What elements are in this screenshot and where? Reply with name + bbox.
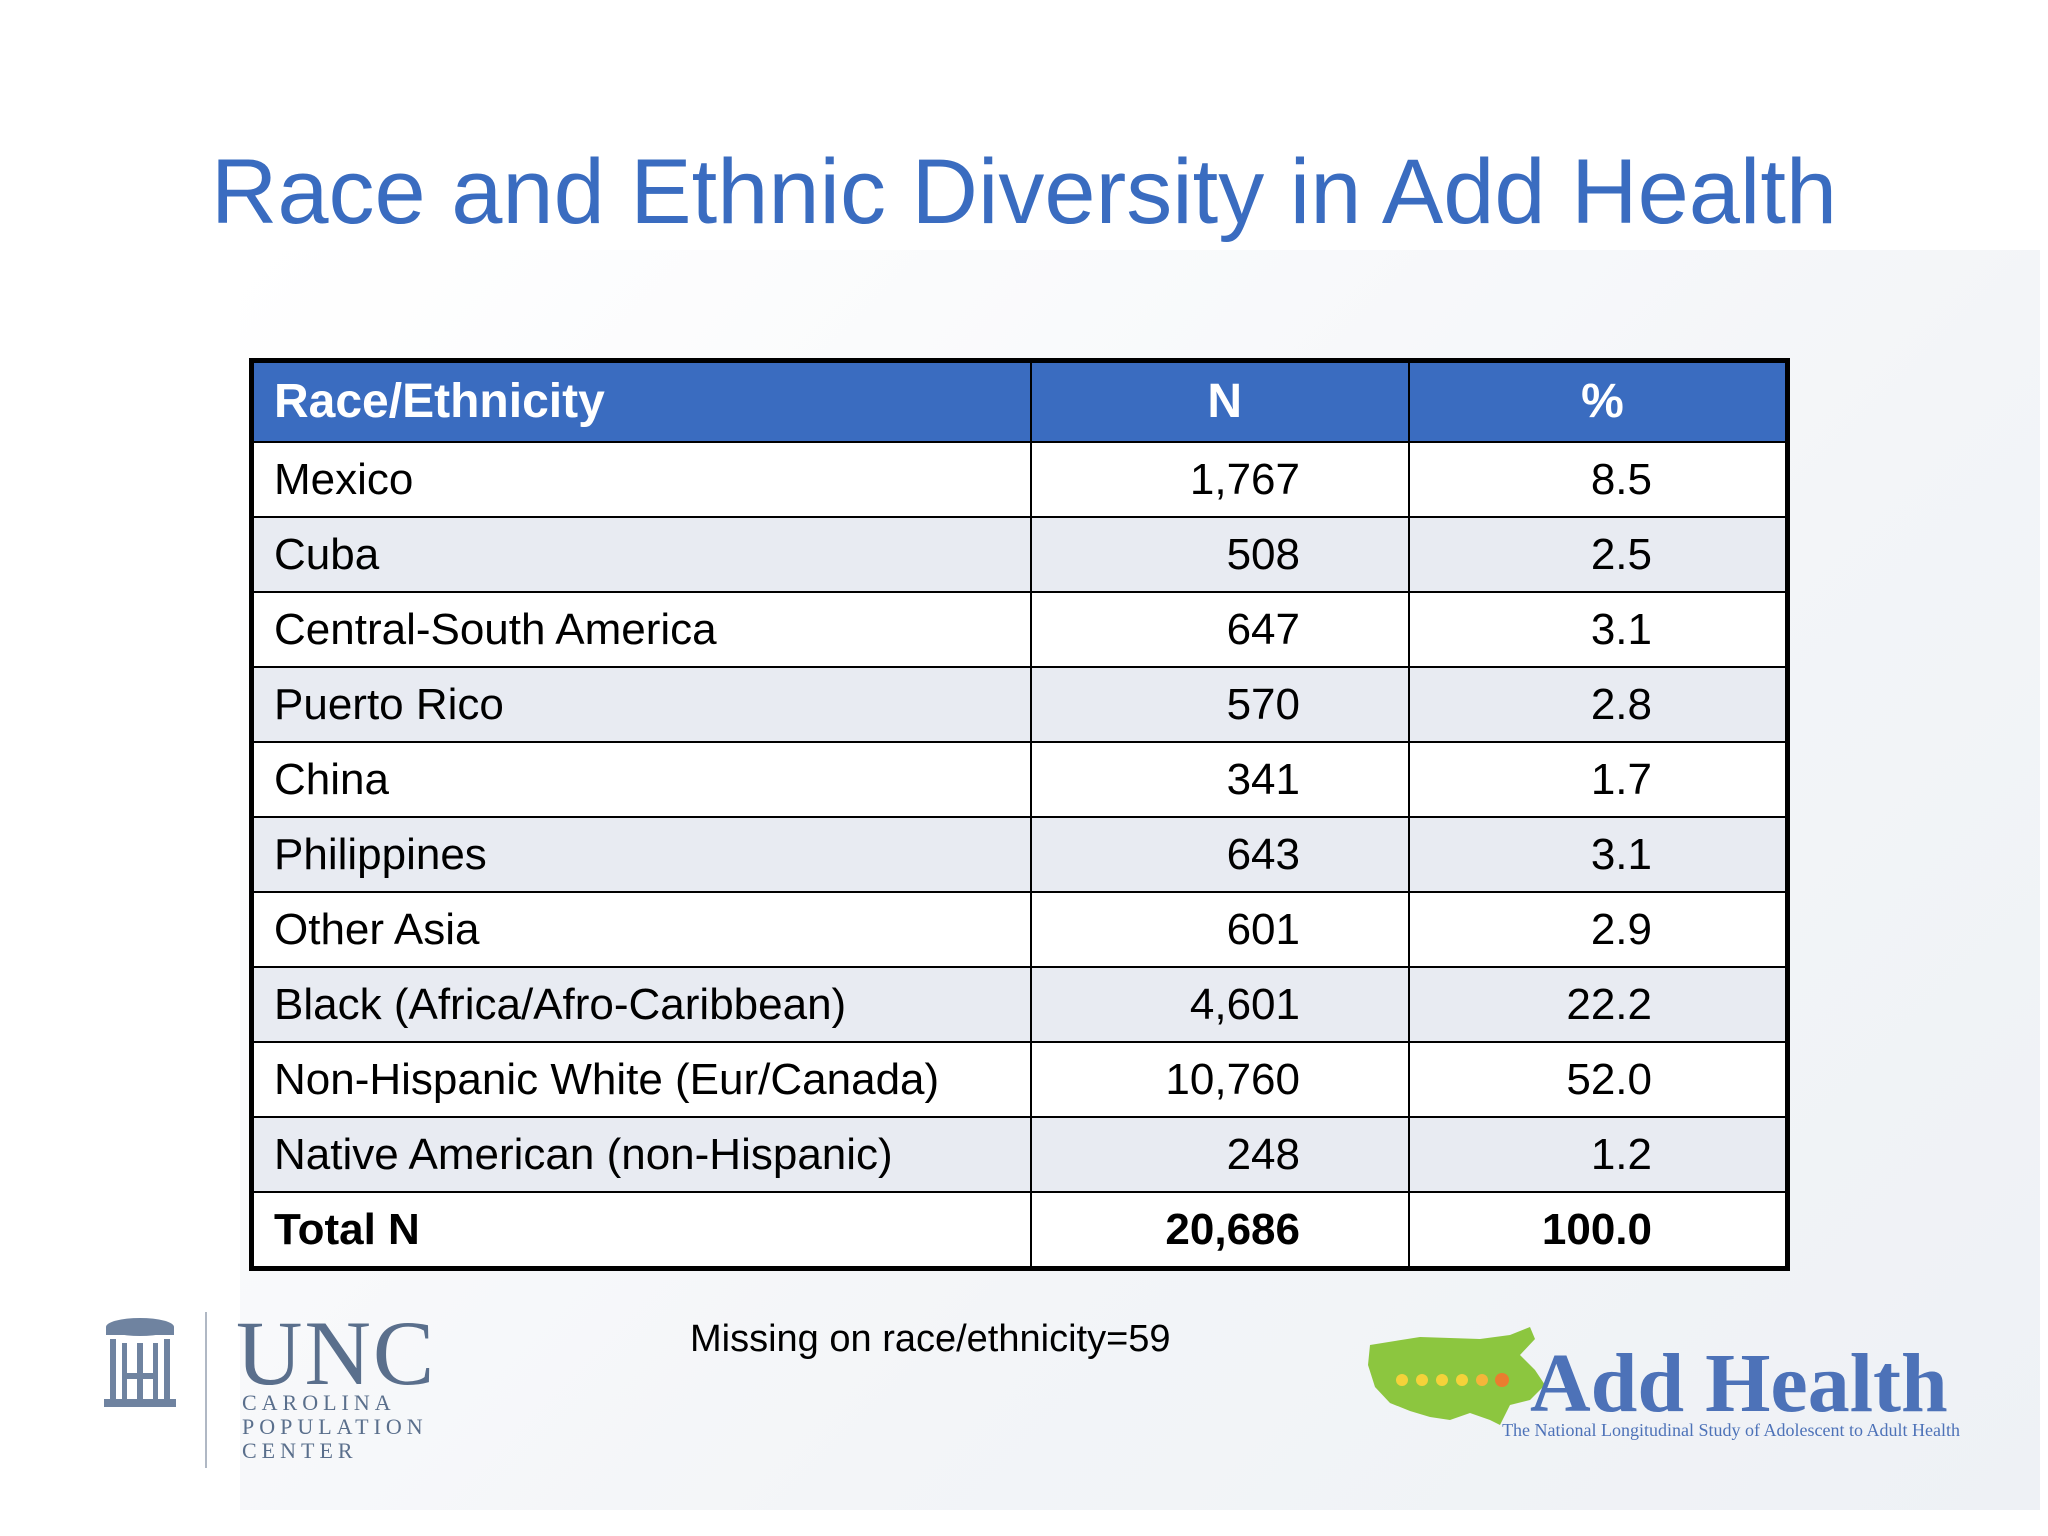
cell-race-ethnicity: Non-Hispanic White (Eur/Canada) <box>250 1041 1032 1118</box>
cell-percent: 1.7 <box>1407 741 1789 818</box>
table-row: China 341 1.7 <box>250 741 1789 818</box>
cell-n: 341 <box>1029 741 1410 818</box>
total-n: 20,686 <box>1029 1191 1410 1270</box>
cell-percent: 22.2 <box>1407 966 1789 1043</box>
addhealth-tagline: The National Longitudinal Study of Adole… <box>1502 1420 1960 1440</box>
cell-race-ethnicity: Philippines <box>250 816 1032 893</box>
cell-n: 508 <box>1029 516 1410 593</box>
unc-line-2: POPULATION <box>242 1414 428 1439</box>
cell-percent: 52.0 <box>1407 1041 1789 1118</box>
cell-n: 643 <box>1029 816 1410 893</box>
unc-line-3: CENTER <box>242 1438 358 1463</box>
header-race-ethnicity: Race/Ethnicity <box>250 359 1032 443</box>
cell-race-ethnicity: Mexico <box>250 441 1032 518</box>
table-header-row: Race/Ethnicity N % <box>250 359 1789 443</box>
table-row: Cuba 508 2.5 <box>250 516 1789 593</box>
total-label: Total N <box>250 1191 1032 1270</box>
cell-percent: 2.5 <box>1407 516 1789 593</box>
unc-wordmark: UNC <box>236 1302 437 1404</box>
table-row: Black (Africa/Afro-Caribbean) 4,601 22.2 <box>250 966 1789 1043</box>
cell-percent: 2.9 <box>1407 891 1789 968</box>
cell-n: 10,760 <box>1029 1041 1410 1118</box>
cell-n: 1,767 <box>1029 441 1410 518</box>
cell-race-ethnicity: Black (Africa/Afro-Caribbean) <box>250 966 1032 1043</box>
table-row: Native American (non-Hispanic) 248 1.2 <box>250 1116 1789 1193</box>
table-row: Philippines 643 3.1 <box>250 816 1789 893</box>
old-well-icon <box>104 1318 176 1407</box>
cell-n: 248 <box>1029 1116 1410 1193</box>
total-percent: 100.0 <box>1407 1191 1789 1270</box>
cell-race-ethnicity: Cuba <box>250 516 1032 593</box>
cell-percent: 1.2 <box>1407 1116 1789 1193</box>
unc-line-1: CAROLINA <box>242 1390 396 1415</box>
cell-percent: 3.1 <box>1407 591 1789 668</box>
slide-title: Race and Ethnic Diversity in Add Health <box>210 141 1838 243</box>
cell-n: 647 <box>1029 591 1410 668</box>
cell-race-ethnicity: Native American (non-Hispanic) <box>250 1116 1032 1193</box>
logo-divider <box>205 1312 207 1468</box>
cell-race-ethnicity: Other Asia <box>250 891 1032 968</box>
header-n: N <box>1029 359 1410 443</box>
table-total-row: Total N 20,686 100.0 <box>250 1191 1789 1270</box>
cell-race-ethnicity: Puerto Rico <box>250 666 1032 743</box>
race-ethnicity-table: Race/Ethnicity N % Mexico 1,767 8.5 Cuba 508… <box>249 358 1790 1271</box>
cell-n: 570 <box>1029 666 1410 743</box>
cell-percent: 3.1 <box>1407 816 1789 893</box>
cell-percent: 2.8 <box>1407 666 1789 743</box>
table-row: Mexico 1,767 8.5 <box>250 441 1789 518</box>
cell-n: 4,601 <box>1029 966 1410 1043</box>
table-row: Other Asia 601 2.9 <box>250 891 1789 968</box>
missing-note: Missing on race/ethnicity=59 <box>690 1318 1171 1360</box>
header-percent: % <box>1407 359 1789 443</box>
cell-percent: 8.5 <box>1407 441 1789 518</box>
cell-race-ethnicity: Central-South America <box>250 591 1032 668</box>
cell-n: 601 <box>1029 891 1410 968</box>
addhealth-wordmark: Add Health <box>1530 1337 1948 1430</box>
us-map-icon <box>1368 1327 1545 1425</box>
table-row: Non-Hispanic White (Eur/Canada) 10,760 52.… <box>250 1041 1789 1118</box>
table-row: Puerto Rico 570 2.8 <box>250 666 1789 743</box>
table-row: Central-South America 647 3.1 <box>250 591 1789 668</box>
cell-race-ethnicity: China <box>250 741 1032 818</box>
